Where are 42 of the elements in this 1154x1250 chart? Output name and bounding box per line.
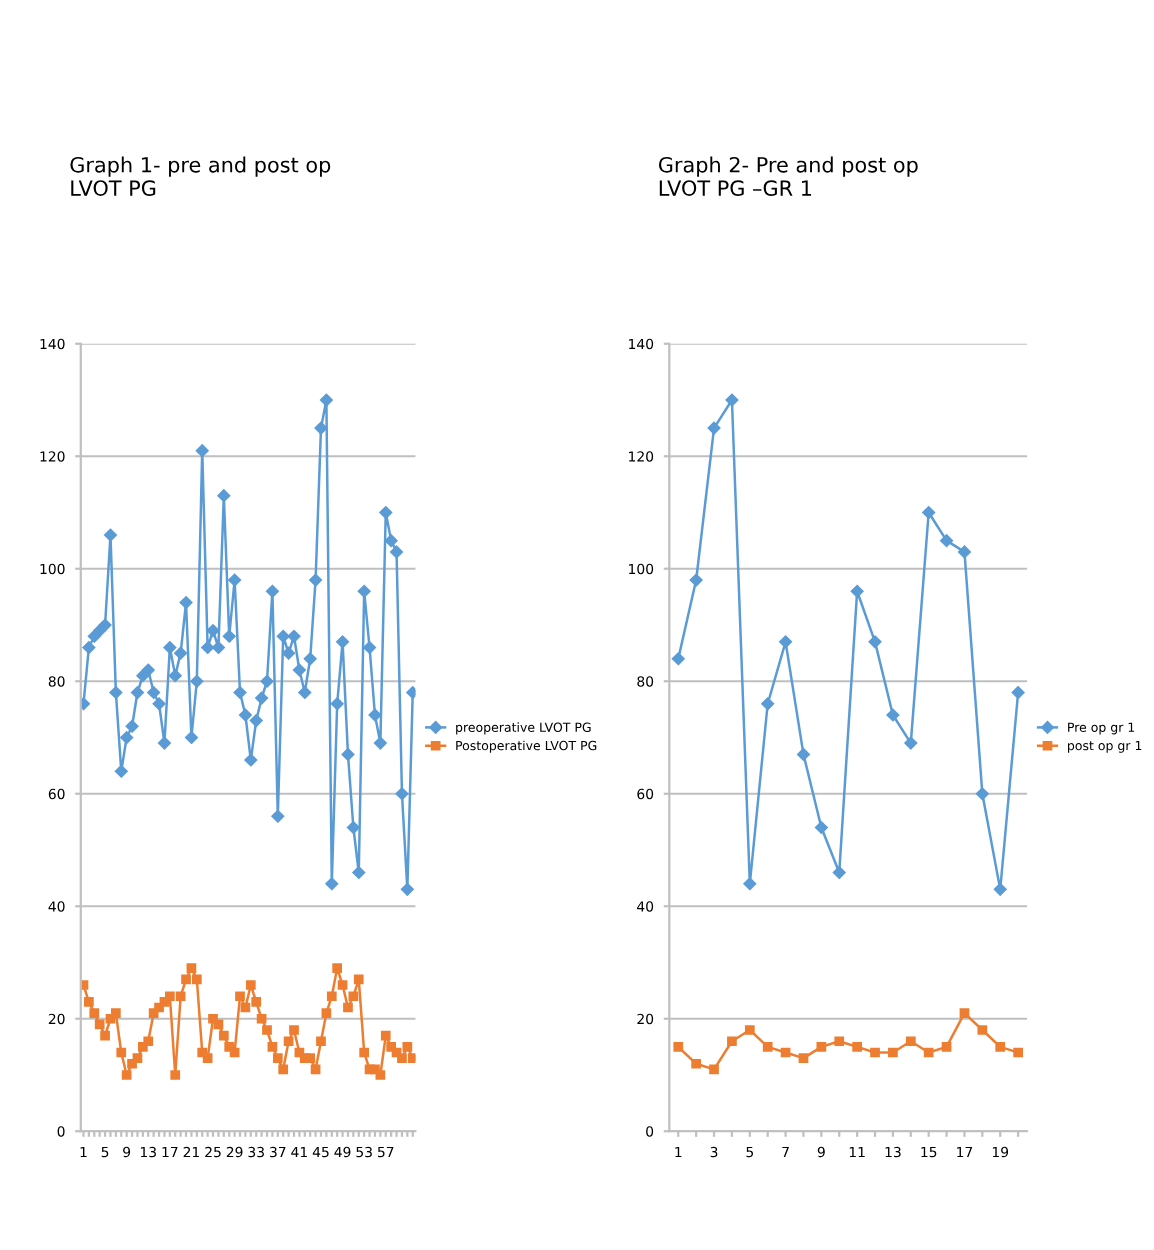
point bbox=[852, 1042, 862, 1052]
point bbox=[671, 652, 685, 666]
point bbox=[870, 1047, 880, 1058]
point bbox=[995, 1042, 1006, 1052]
point bbox=[762, 1042, 773, 1052]
point bbox=[707, 421, 721, 435]
point bbox=[905, 1036, 916, 1047]
point bbox=[850, 584, 864, 598]
point bbox=[923, 1047, 934, 1058]
point bbox=[797, 748, 810, 761]
point bbox=[761, 697, 774, 711]
point bbox=[904, 736, 918, 750]
point bbox=[709, 1064, 719, 1075]
chart-title: Graph 1- pre and post op LVOT PG bbox=[70, 156, 331, 196]
point bbox=[691, 1058, 702, 1069]
point bbox=[888, 1047, 898, 1058]
point bbox=[958, 545, 971, 559]
point bbox=[976, 787, 989, 801]
point bbox=[977, 1025, 988, 1035]
point bbox=[868, 635, 882, 649]
point bbox=[780, 1047, 791, 1058]
point bbox=[727, 1036, 737, 1047]
point bbox=[743, 877, 757, 891]
point bbox=[1013, 1047, 1023, 1058]
point bbox=[725, 393, 739, 407]
point bbox=[886, 708, 900, 722]
point bbox=[832, 866, 846, 879]
point bbox=[834, 1036, 845, 1047]
point bbox=[1011, 686, 1025, 699]
point bbox=[922, 506, 935, 519]
point bbox=[816, 1042, 827, 1052]
point bbox=[959, 1008, 970, 1018]
chart-title: Graph 2- Pre and post op LVOT PG –GR 1 bbox=[658, 156, 918, 196]
point bbox=[993, 883, 1007, 896]
point bbox=[798, 1053, 809, 1063]
point bbox=[689, 573, 703, 587]
point bbox=[779, 635, 792, 649]
point bbox=[941, 1042, 952, 1052]
point bbox=[940, 534, 953, 547]
point bbox=[815, 821, 828, 834]
point bbox=[673, 1042, 684, 1052]
point bbox=[744, 1025, 755, 1035]
